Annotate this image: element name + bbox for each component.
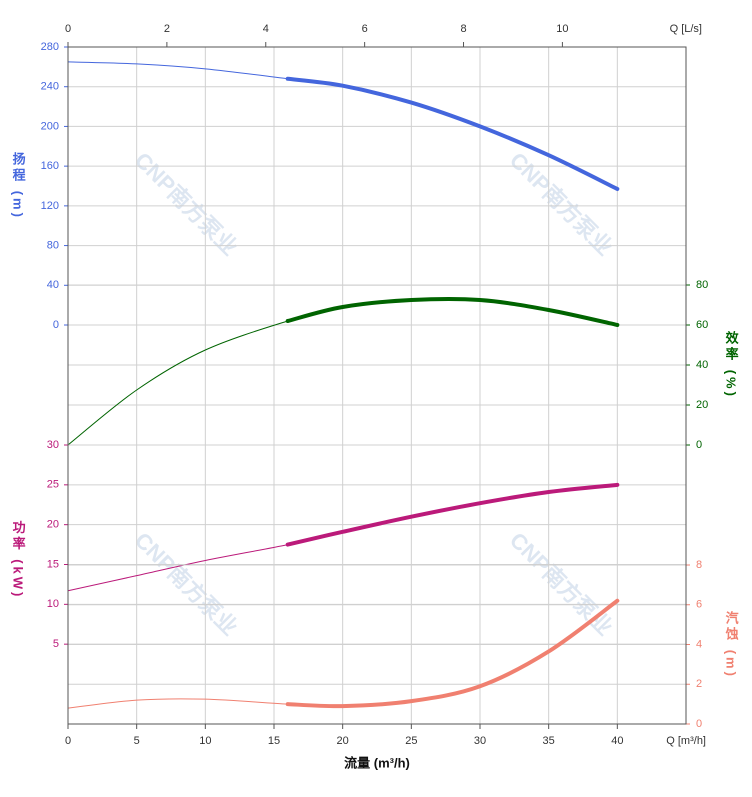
x2-tick-label: 10 bbox=[556, 23, 568, 35]
curve-operating bbox=[285, 76, 620, 191]
plot-frame bbox=[67, 46, 687, 725]
y-tick-label: 5 bbox=[53, 638, 59, 650]
y-tick-label: 20 bbox=[47, 519, 59, 531]
y-tick-label: 20 bbox=[696, 399, 708, 411]
y-tick-label: 200 bbox=[41, 120, 59, 132]
x2-tick-label: 6 bbox=[362, 23, 368, 35]
y-tick-label: 40 bbox=[47, 279, 59, 291]
x2-tick-label: 4 bbox=[263, 23, 269, 35]
y-tick-label: 80 bbox=[696, 279, 708, 291]
x2-tick-label: 0 bbox=[65, 23, 71, 35]
y-tick-label: 120 bbox=[41, 200, 59, 212]
curve-operating bbox=[285, 482, 620, 547]
x-tick-label: 30 bbox=[474, 735, 486, 747]
y-axis-title: 效率 (%) bbox=[724, 331, 739, 399]
y-tick-label: 30 bbox=[47, 439, 59, 451]
y-tick-label: 80 bbox=[47, 239, 59, 251]
curve-operating bbox=[285, 598, 620, 709]
y-tick-label: 10 bbox=[47, 598, 59, 610]
x-tick-label: 20 bbox=[337, 735, 349, 747]
y-tick-label: 0 bbox=[696, 718, 702, 730]
x2-tick-label: 8 bbox=[460, 23, 466, 35]
y-tick-label: 240 bbox=[41, 81, 59, 93]
y-axis-title: 扬程 (m) bbox=[11, 152, 26, 220]
y-axis-title: 汽蚀 (m) bbox=[724, 611, 740, 679]
x-tick-label: 40 bbox=[611, 735, 623, 747]
y-tick-label: 40 bbox=[696, 359, 708, 371]
x-tick-label: 25 bbox=[405, 735, 417, 747]
x-tick-label: 10 bbox=[199, 735, 211, 747]
x2-axis-unit: Q [L/s] bbox=[670, 23, 702, 35]
y-tick-label: 280 bbox=[41, 41, 59, 53]
y-tick-label: 6 bbox=[696, 599, 702, 611]
x-axis-title: 流量 (m³/h) bbox=[344, 755, 410, 770]
y-tick-label: 15 bbox=[47, 558, 59, 570]
y-tick-label: 60 bbox=[696, 319, 708, 331]
x-tick-label: 0 bbox=[65, 735, 71, 747]
y-axis-title: 功率 (kW) bbox=[11, 521, 26, 600]
y-tick-label: 0 bbox=[696, 439, 702, 451]
y-tick-label: 8 bbox=[696, 559, 702, 571]
x-axis-unit: Q [m³/h] bbox=[666, 735, 706, 747]
y-tick-label: 25 bbox=[47, 479, 59, 491]
y-tick-label: 4 bbox=[696, 638, 702, 650]
x-tick-label: 5 bbox=[134, 735, 140, 747]
x2-tick-label: 2 bbox=[164, 23, 170, 35]
curve-operating bbox=[285, 296, 620, 327]
y-tick-label: 2 bbox=[696, 678, 702, 690]
y-tick-label: 0 bbox=[53, 319, 59, 331]
x-tick-label: 15 bbox=[268, 735, 280, 747]
x-tick-label: 35 bbox=[543, 735, 555, 747]
y-tick-label: 160 bbox=[41, 160, 59, 172]
